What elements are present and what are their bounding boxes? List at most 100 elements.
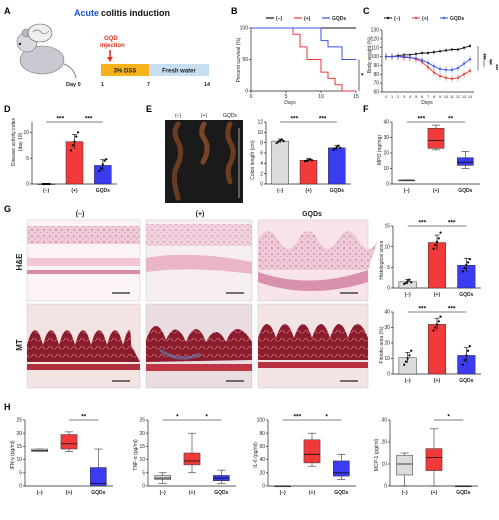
ifn_gamma-box bbox=[90, 467, 107, 487]
body-weight-point bbox=[450, 68, 454, 71]
body-weight-sig-label: *** bbox=[480, 54, 486, 60]
body-weight-xtick-label: 4 bbox=[409, 95, 411, 99]
colon_length-sig-label: *** bbox=[291, 116, 299, 123]
colon-length-chart: Colon length (cm) 0 2 4 6 8 10 12 (–) (+) GQDs ***… bbox=[250, 116, 351, 194]
dai-sig-label: *** bbox=[57, 116, 65, 123]
colon_length-ytick-label: 4 bbox=[260, 161, 263, 167]
panel-a-title: Acute colitis induction bbox=[74, 8, 170, 18]
colon_length-bar bbox=[299, 159, 318, 185]
c-xlabel: Days bbox=[421, 100, 433, 106]
mcp1-xtick-label: (–) bbox=[402, 490, 408, 496]
dss-bar bbox=[101, 64, 149, 76]
fibrotic_area-ytick-label: 20 bbox=[384, 341, 390, 347]
body-weight-xtick-label: 0 bbox=[385, 95, 387, 99]
fibrotic_area-point bbox=[461, 363, 464, 366]
body-weight-point bbox=[456, 48, 460, 51]
body-weight-point bbox=[426, 61, 430, 64]
survival-chart: Percent survival (%) Days 0 50 100 0 5 10 15 * bbox=[236, 26, 364, 106]
fibrotic_area-ytick-label: 30 bbox=[384, 325, 390, 331]
body-weight-point bbox=[444, 68, 448, 71]
dai-point bbox=[69, 149, 73, 152]
colon_length-point bbox=[333, 147, 337, 150]
colon_length-ytick-label: 6 bbox=[260, 151, 263, 157]
body-weight-point bbox=[456, 66, 460, 70]
mpo-xtick-label: (+) bbox=[433, 188, 440, 194]
dai-point bbox=[73, 140, 76, 143]
b-xlabel: Days bbox=[284, 100, 296, 106]
dai-point bbox=[76, 131, 80, 134]
g2-ylabel: Fibrotic area (%) bbox=[379, 326, 385, 363]
body-weight-xtick-label: 12 bbox=[456, 95, 460, 99]
body-weight-point bbox=[414, 57, 418, 60]
body-weight-sig-label: *** bbox=[486, 59, 492, 65]
colon_length-bar bbox=[271, 140, 289, 185]
il6-ytick-label: 0 bbox=[262, 484, 265, 490]
legend-b: (–) (+) GQDs bbox=[266, 16, 346, 22]
histological_score-point bbox=[461, 270, 464, 273]
body-weight-chart: Body weight (%) Days 6070809010011012013… bbox=[367, 28, 498, 106]
dai-sig-label: *** bbox=[85, 116, 93, 123]
legend-c-label: (–) bbox=[394, 16, 400, 22]
colon_length-point bbox=[332, 148, 335, 151]
dai-point bbox=[75, 135, 78, 138]
histological_score-xtick-label: GQDs bbox=[459, 292, 473, 298]
body-weight-point bbox=[438, 74, 442, 78]
il6-ytick-label: 80 bbox=[259, 431, 265, 437]
il6-ytick-label: 20 bbox=[259, 470, 265, 476]
body-weight-point bbox=[468, 69, 472, 72]
body-weight-xtick-label: 6 bbox=[421, 95, 423, 99]
mcp1-box bbox=[425, 448, 443, 471]
il6-ytick-label: 60 bbox=[259, 444, 265, 450]
body-weight-xtick-label: 7 bbox=[427, 95, 429, 99]
mcp1-box bbox=[396, 454, 413, 476]
dai-point bbox=[71, 144, 74, 147]
h3-ylabel: IL-6 (pg/ml) bbox=[253, 442, 259, 468]
colon_length-xtick-label: (–) bbox=[277, 188, 283, 194]
survival-ytick-label: 50 bbox=[242, 57, 248, 63]
colon_length-ytick-label: 2 bbox=[260, 171, 263, 177]
ifn_gamma-ytick-label: 10 bbox=[16, 457, 22, 463]
histological_score-ytick-label: 5 bbox=[387, 265, 390, 271]
h4-ylabel: MCP-1 (pg/ml) bbox=[374, 438, 380, 471]
g-row-mt: MT bbox=[15, 339, 24, 351]
colon_length-point bbox=[309, 158, 312, 161]
e-ylabel: Colon length (cm) bbox=[250, 140, 256, 180]
colon_length-point bbox=[303, 160, 307, 163]
mpo-ytick-label: 40 bbox=[383, 120, 389, 126]
dai-ytick-label: 5 bbox=[26, 156, 29, 162]
tnf_alpha-box bbox=[154, 475, 171, 480]
histological_score-point bbox=[408, 278, 411, 281]
colon_length-xtick-label: (+) bbox=[305, 188, 312, 194]
colon_length-xtick-label: GQDs bbox=[330, 188, 344, 194]
injection-label-line1: GQD bbox=[104, 36, 118, 42]
g-col-neg: (–) bbox=[76, 211, 85, 218]
survival-sig-label: * bbox=[361, 72, 364, 79]
histological_score-sig-label: *** bbox=[419, 220, 427, 227]
mcp1-ytick-label: 0 bbox=[384, 484, 387, 490]
body-weight-ytick-label: 120 bbox=[371, 36, 380, 42]
il6-sig-label: *** bbox=[294, 414, 302, 421]
tnf_alpha-ytick-label: 0 bbox=[142, 484, 145, 490]
body-weight-point bbox=[414, 52, 418, 56]
dai-xtick-label: GQDs bbox=[96, 188, 110, 194]
ifn_gamma-sig-label: ** bbox=[81, 414, 87, 421]
he-image-neg bbox=[26, 219, 141, 302]
legend-b-label: (–) bbox=[276, 16, 282, 22]
mcp1-ytick-label: 30 bbox=[381, 418, 387, 424]
ifn_gamma-xtick-label: GQDs bbox=[91, 490, 105, 496]
panel-label-e: E bbox=[146, 104, 152, 114]
dai-ytick-label: 0 bbox=[26, 182, 29, 188]
dai-point bbox=[41, 182, 44, 186]
body-weight-point bbox=[462, 73, 466, 76]
dai-point bbox=[46, 182, 50, 186]
body-weight-point bbox=[438, 67, 442, 71]
fibrotic_area-point bbox=[439, 315, 442, 318]
water-bar-label: Fresh water bbox=[162, 69, 196, 75]
body-weight-xtick-label: 2 bbox=[397, 95, 399, 99]
fibrotic_area-point bbox=[403, 363, 406, 366]
colon_length-point bbox=[339, 146, 342, 149]
fibrotic_area-point bbox=[463, 358, 466, 362]
d-ylabel-1: Disease activity index bbox=[11, 117, 17, 166]
